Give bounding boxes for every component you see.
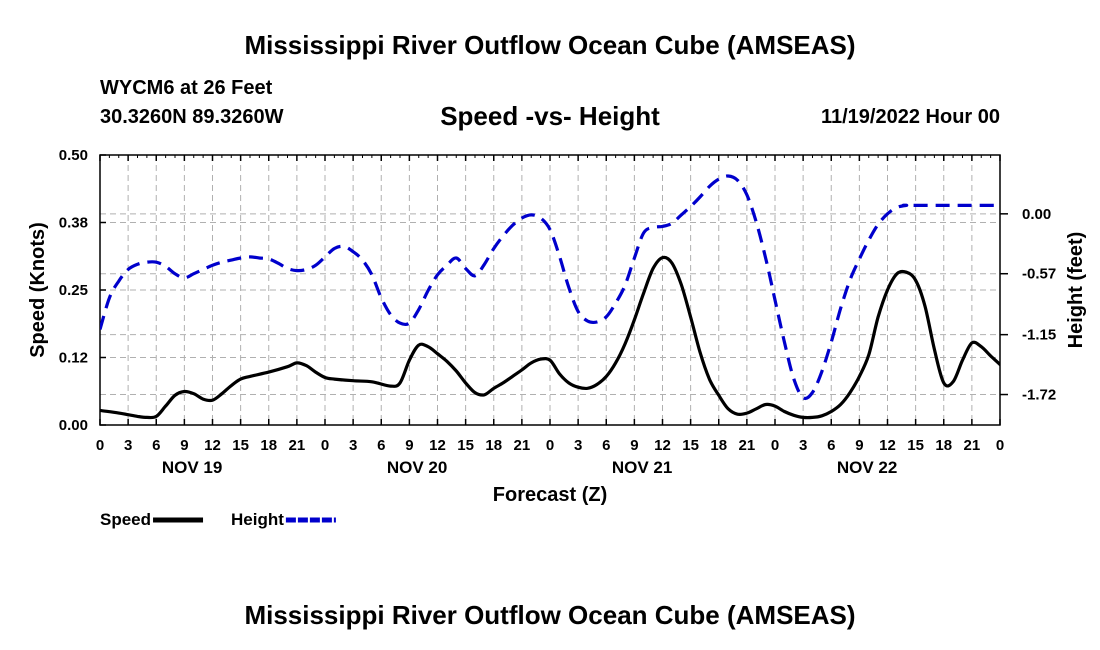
x-tick-label: 18 [935, 437, 952, 454]
y-left-tick-label: 0.50 [59, 147, 88, 164]
y-left-tick-label: 0.25 [59, 282, 88, 299]
x-tick-label: 12 [429, 437, 446, 454]
x-tick-label: 12 [204, 437, 221, 454]
x-tick-label: 6 [827, 437, 835, 454]
y-right-tick-label: -1.15 [1022, 327, 1056, 344]
series [100, 174, 1000, 420]
x-tick-label: 15 [457, 437, 474, 454]
legend: Speed Height [100, 510, 336, 529]
y-right-tick-label: -1.72 [1022, 387, 1056, 404]
y-right-tick-label: -0.57 [1022, 266, 1056, 283]
grid [100, 155, 1000, 425]
x-tick-label: 9 [405, 437, 413, 454]
station-label: WYCM6 at 26 Feet [100, 77, 273, 99]
y-left-tick-label: 0.12 [59, 350, 88, 367]
x-tick-label: 6 [377, 437, 385, 454]
x-tick-label: 3 [574, 437, 582, 454]
y-axis-left-title: Speed (Knots) [27, 222, 49, 358]
day-label: NOV 22 [837, 458, 897, 477]
y-left-tick-label: 0.00 [59, 417, 88, 434]
x-tick-label: 18 [710, 437, 727, 454]
x-tick-label: 15 [682, 437, 699, 454]
x-tick-label: 12 [879, 437, 896, 454]
x-tick-label: 0 [546, 437, 554, 454]
x-tick-label: 9 [855, 437, 863, 454]
height-series-line [100, 174, 1000, 401]
coordinates-label: 30.3260N 89.3260W [100, 106, 284, 128]
legend-label: Speed [100, 510, 151, 529]
y-right-tick-label: 0.00 [1022, 206, 1051, 223]
speed-series-line [100, 255, 1000, 420]
x-tick-label: 6 [602, 437, 610, 454]
axes: 0 3 6 9 12 15 18 21 0 3 6 9 12 15 18 21 0 3 6 9 12 15 18 21 0 3 6 9… [59, 147, 1056, 477]
chart-main-title: Mississippi River Outflow Ocean Cube (AM… [244, 30, 856, 60]
x-tick-label: 3 [799, 437, 807, 454]
x-tick-label: 18 [485, 437, 502, 454]
x-tick-label: 12 [654, 437, 671, 454]
x-axis-title: Forecast (Z) [493, 484, 607, 506]
x-tick-label: 0 [96, 437, 104, 454]
x-tick-label: 21 [964, 437, 981, 454]
x-tick-label: 3 [124, 437, 132, 454]
day-label: NOV 21 [612, 458, 672, 477]
x-tick-label: 15 [232, 437, 249, 454]
x-tick-label: 21 [514, 437, 531, 454]
x-tick-label: 9 [180, 437, 188, 454]
x-tick-label: 0 [321, 437, 329, 454]
x-tick-label: 9 [630, 437, 638, 454]
x-tick-label: 21 [739, 437, 756, 454]
footer-title: Mississippi River Outflow Ocean Cube (AM… [244, 600, 856, 630]
legend-label: Height [231, 510, 284, 529]
plot-frame [99, 154, 1001, 426]
y-left-tick-label: 0.38 [59, 215, 88, 232]
x-tick-label: 18 [260, 437, 277, 454]
chart-subtitle: Speed -vs- Height [440, 101, 660, 131]
x-tick-label: 21 [289, 437, 306, 454]
x-tick-label: 0 [771, 437, 779, 454]
x-tick-label: 15 [907, 437, 924, 454]
y-axis-right-title: Height (feet) [1065, 232, 1087, 349]
day-label: NOV 19 [162, 458, 222, 477]
x-tick-label: 3 [349, 437, 357, 454]
x-tick-label: 6 [152, 437, 160, 454]
axis-labels: Forecast (Z) Speed (Knots) Height (feet) [27, 222, 1087, 506]
speed-height-chart: 0 3 6 9 12 15 18 21 0 3 6 9 12 15 18 21 0 3 6 9 12 15 18 21 0 3 6 9… [27, 147, 1087, 529]
forecast-datetime: 11/19/2022 Hour 00 [820, 106, 1000, 128]
x-tick-label: 0 [996, 437, 1004, 454]
day-label: NOV 20 [387, 458, 447, 477]
